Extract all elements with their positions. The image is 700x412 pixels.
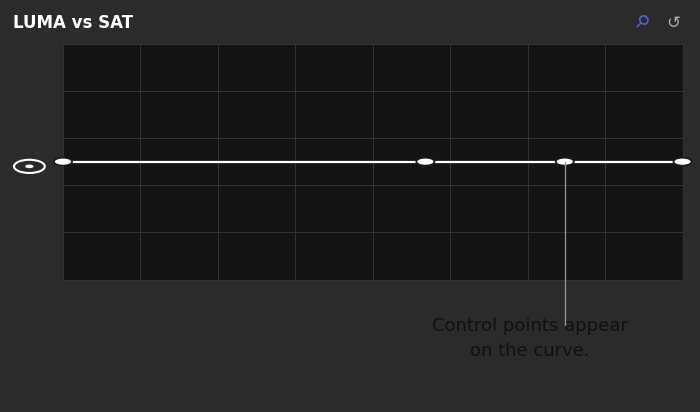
Bar <box>63 44 682 280</box>
Circle shape <box>416 158 435 166</box>
Text: LUMA vs SAT: LUMA vs SAT <box>13 14 133 32</box>
Text: ⚲: ⚲ <box>629 12 650 34</box>
Text: ↺: ↺ <box>666 14 680 32</box>
Circle shape <box>54 158 72 166</box>
Circle shape <box>556 158 574 166</box>
Circle shape <box>673 158 692 166</box>
Circle shape <box>25 164 34 168</box>
Text: Control points appear
on the curve.: Control points appear on the curve. <box>432 317 628 360</box>
